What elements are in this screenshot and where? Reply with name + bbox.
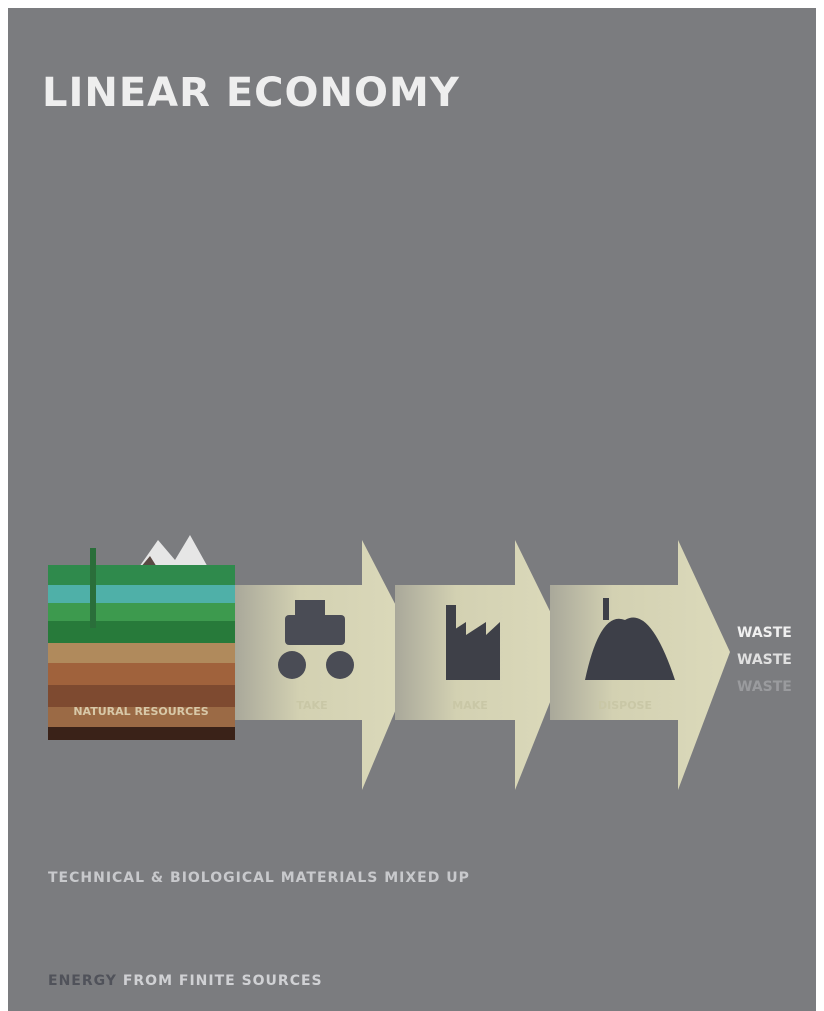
stage-label: TAKE <box>296 699 327 712</box>
dispose-icon <box>585 598 675 680</box>
waste-label: WASTE <box>737 625 792 641</box>
footer-strong: ENERGY <box>48 973 117 989</box>
stage-label: DISPOSE <box>598 699 652 712</box>
stage-label: MAKE <box>452 699 488 712</box>
waste-label: WASTE <box>737 652 792 668</box>
stage-label: NATURAL RESOURCES <box>73 705 208 718</box>
title: LINEAR ECONOMY <box>42 70 460 116</box>
take-icon <box>278 600 354 679</box>
footer-text: FROM FINITE SOURCES <box>123 973 323 989</box>
background <box>8 8 816 1011</box>
footer-line: ENERGY FROM FINITE SOURCES <box>48 973 323 989</box>
waste-label: WASTE <box>737 679 792 695</box>
resources-layers <box>48 535 235 740</box>
footer-line: TECHNICAL & BIOLOGICAL MATERIALS MIXED U… <box>48 870 470 886</box>
make-icon <box>446 605 500 680</box>
